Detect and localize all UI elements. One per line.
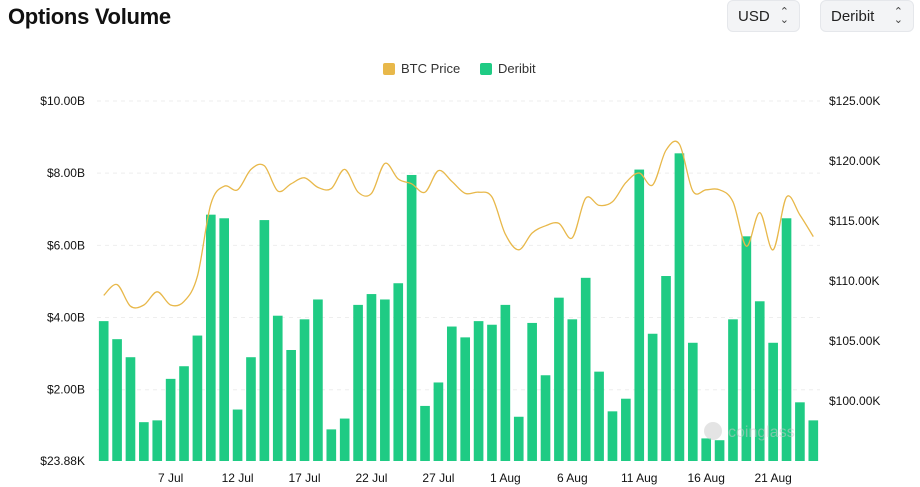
y-axis-left: $23.88K $2.00B $4.00B $6.00B $8.00B $10.00B [40, 94, 85, 468]
y-right-tick-label: $115.00K [829, 214, 880, 228]
bar-deribit[interactable] [594, 371, 604, 461]
bar-deribit[interactable] [661, 276, 671, 461]
bar-deribit[interactable] [634, 169, 645, 462]
bar-deribit[interactable] [687, 342, 698, 461]
bar-deribit[interactable] [446, 326, 457, 461]
chart-grid [97, 100, 820, 391]
y-axis-right: $100.00K $105.00K $110.00K $115.00K $120.00K… [829, 94, 880, 408]
coinglass-logo-icon [704, 422, 722, 440]
bar-deribit[interactable] [139, 422, 149, 461]
bar-deribit[interactable] [366, 294, 377, 461]
bar-deribit[interactable] [165, 378, 176, 461]
legend-swatch-deribit [480, 63, 492, 75]
x-tick-label: 22 Jul [355, 471, 387, 485]
y-right-tick-label: $100.00K [829, 394, 880, 408]
bar-deribit[interactable] [380, 299, 390, 461]
x-tick-label: 21 Aug [754, 471, 791, 485]
legend-label-deribit[interactable]: Deribit [498, 61, 536, 76]
bar-deribit[interactable] [152, 420, 163, 461]
chevron-up-down-icon: ⌃ ⌄ [779, 6, 789, 26]
y-left-tick-label: $23.88K [40, 454, 85, 468]
bar-deribit[interactable] [795, 402, 805, 461]
y-left-tick-label: $8.00B [47, 166, 85, 180]
exchange-select[interactable]: Deribit ⌃ ⌄ [820, 0, 914, 32]
y-right-tick-label: $120.00K [829, 154, 880, 168]
chart-legend: BTC Price Deribit [383, 61, 536, 76]
bar-deribit[interactable] [513, 416, 524, 461]
bar-deribit[interactable] [420, 405, 430, 461]
bar-deribit[interactable] [754, 301, 765, 461]
x-tick-label: 1 Aug [490, 471, 521, 485]
bar-deribit[interactable] [741, 236, 752, 461]
watermark-text: coinglass [728, 424, 795, 441]
watermark: coinglass [704, 422, 795, 441]
bar-deribit[interactable] [500, 304, 511, 461]
bar-deribit[interactable] [232, 409, 243, 461]
bar-deribit[interactable] [259, 220, 270, 461]
bar-deribit[interactable] [621, 398, 631, 461]
x-tick-label: 16 Aug [688, 471, 725, 485]
currency-select[interactable]: USD ⌃ ⌄ [727, 0, 800, 32]
x-tick-label: 17 Jul [289, 471, 321, 485]
bar-deribit[interactable] [433, 382, 444, 461]
x-tick-label: 6 Aug [557, 471, 588, 485]
bar-deribit[interactable] [487, 324, 497, 461]
bar-deribit[interactable] [246, 357, 256, 461]
legend-swatch-btc-price [383, 63, 395, 75]
page-title: Options Volume [8, 4, 171, 29]
bar-deribit[interactable] [353, 304, 363, 461]
bar-deribit[interactable] [607, 411, 618, 461]
bar-deribit[interactable] [326, 429, 337, 461]
bar-deribit[interactable] [728, 319, 738, 461]
y-left-tick-label: $6.00B [47, 238, 85, 252]
bar-deribit[interactable] [701, 438, 712, 461]
currency-select-value: USD [738, 7, 770, 25]
y-left-tick-label: $10.00B [40, 94, 85, 108]
x-tick-label: 27 Jul [422, 471, 454, 485]
bar-deribit[interactable] [580, 277, 591, 461]
bar-deribit[interactable] [808, 420, 819, 461]
x-axis: 7 Jul 12 Jul 17 Jul 22 Jul 27 Jul 1 Aug 6 Aug 1… [158, 471, 792, 485]
bar-deribit[interactable] [540, 375, 551, 461]
y-left-tick-label: $4.00B [47, 311, 85, 325]
y-left-tick-label: $2.00B [47, 383, 85, 397]
bar-deribit[interactable] [98, 321, 109, 461]
bar-deribit[interactable] [647, 333, 658, 461]
bar-deribit[interactable] [714, 440, 725, 461]
bar-deribit[interactable] [781, 218, 792, 461]
legend-label-btc-price[interactable]: BTC Price [401, 61, 460, 76]
x-tick-label: 12 Jul [222, 471, 254, 485]
bar-deribit[interactable] [313, 299, 323, 461]
bar-deribit[interactable] [393, 283, 404, 461]
x-tick-label: 11 Aug [621, 471, 657, 485]
y-right-tick-label: $125.00K [829, 94, 880, 108]
bar-deribit[interactable] [567, 319, 578, 461]
bar-deribit[interactable] [674, 153, 685, 461]
x-tick-label: 7 Jul [158, 471, 183, 485]
chevron-up-down-icon: ⌃ ⌄ [893, 6, 903, 26]
y-right-tick-label: $105.00K [829, 334, 880, 348]
bar-deribit[interactable] [112, 339, 122, 461]
bar-deribit[interactable] [473, 321, 484, 461]
btc-price-line [103, 140, 814, 309]
bar-deribit[interactable] [339, 418, 350, 461]
exchange-select-value: Deribit [831, 7, 875, 25]
bar-deribit[interactable] [460, 337, 471, 461]
bar-deribit[interactable] [219, 218, 230, 461]
bar-deribit[interactable] [125, 357, 136, 461]
bar-deribit[interactable] [179, 366, 189, 461]
bar-deribit[interactable] [272, 315, 283, 461]
bar-deribit[interactable] [554, 297, 564, 461]
y-right-tick-label: $110.00K [829, 274, 880, 288]
bar-deribit[interactable] [286, 349, 296, 461]
bar-deribit[interactable] [192, 335, 203, 461]
bar-deribit[interactable] [299, 319, 310, 461]
bar-deribit[interactable] [406, 174, 417, 461]
bar-deribit[interactable] [205, 214, 216, 461]
bar-deribit[interactable] [527, 322, 537, 461]
bar-deribit[interactable] [768, 342, 778, 461]
deribit-bars [98, 153, 819, 462]
